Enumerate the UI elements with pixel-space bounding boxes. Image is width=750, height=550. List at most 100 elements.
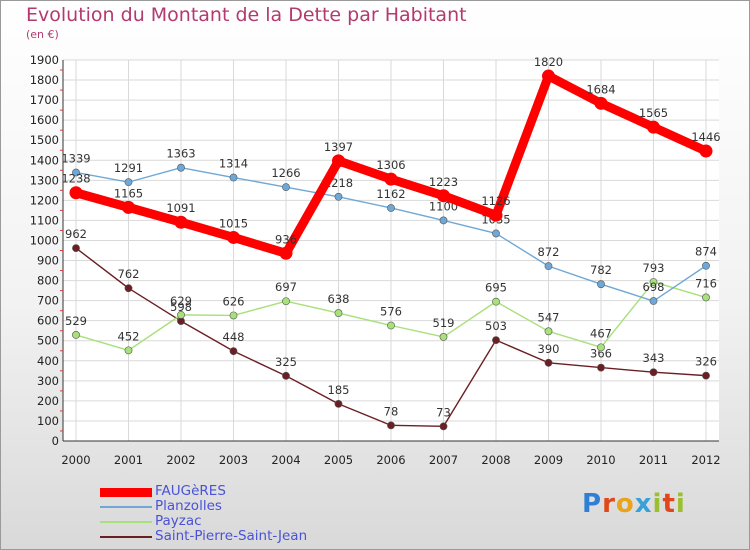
- data-label: 793: [643, 261, 665, 275]
- data-label: 698: [643, 280, 665, 294]
- data-label: 962: [65, 227, 87, 241]
- logo-letter: i: [675, 489, 686, 519]
- y-tick-label: 800: [37, 274, 59, 288]
- data-point: [597, 343, 605, 352]
- data-label: 1314: [219, 157, 248, 171]
- logo-letter: o: [615, 489, 635, 519]
- data-label: 1291: [114, 161, 143, 175]
- y-tick-label: 1300: [30, 173, 59, 187]
- data-label: 629: [170, 294, 192, 308]
- data-point: [649, 368, 658, 377]
- data-label: 1820: [534, 55, 563, 69]
- data-label: 1339: [61, 151, 90, 165]
- legend-swatch: [100, 536, 152, 538]
- data-point: [122, 200, 135, 214]
- y-tick-label: 1600: [30, 113, 59, 127]
- data-label: 874: [695, 245, 717, 259]
- x-tick-label: 2005: [324, 453, 353, 467]
- data-point: [597, 363, 605, 372]
- x-tick-label: 2003: [219, 453, 248, 467]
- data-point: [439, 333, 448, 341]
- logo-letter: i: [652, 489, 663, 519]
- data-label: 1238: [61, 172, 90, 186]
- x-tick-label: 2000: [61, 453, 90, 467]
- data-label: 503: [485, 319, 507, 333]
- data-label: 626: [223, 294, 245, 308]
- x-tick-label: 2006: [376, 453, 405, 467]
- data-label: 529: [65, 314, 87, 328]
- data-label: 1363: [166, 147, 195, 161]
- data-label: 638: [328, 292, 350, 306]
- data-label: 598: [170, 300, 192, 314]
- legend-swatch: [100, 521, 152, 523]
- data-label: 448: [223, 330, 245, 344]
- data-point: [72, 244, 80, 252]
- data-label: 467: [590, 326, 612, 340]
- data-label: 695: [485, 281, 507, 295]
- x-tick-label: 2009: [534, 453, 563, 467]
- y-tick-label: 1700: [30, 93, 59, 107]
- logo-letter: r: [602, 489, 616, 519]
- data-point: [229, 347, 238, 356]
- y-tick-label: 600: [37, 314, 59, 328]
- data-label: 1091: [166, 201, 195, 215]
- data-label: 697: [275, 280, 297, 294]
- legend-swatch: [100, 506, 152, 508]
- data-point: [69, 186, 83, 200]
- x-tick-label: 2010: [586, 453, 615, 467]
- y-tick-label: 0: [52, 434, 59, 448]
- data-point: [124, 346, 133, 355]
- data-point: [544, 262, 553, 271]
- data-label: 1565: [639, 106, 668, 120]
- data-label: 343: [643, 351, 665, 365]
- data-point: [702, 371, 710, 380]
- data-point: [124, 284, 133, 293]
- data-point: [124, 178, 133, 187]
- data-point: [647, 120, 660, 134]
- data-point: [72, 168, 80, 177]
- data-label: 325: [275, 355, 297, 369]
- data-label: 1306: [376, 158, 405, 172]
- data-point: [489, 208, 503, 222]
- y-tick-label: 1500: [30, 133, 59, 147]
- data-label: 936: [275, 232, 297, 246]
- data-point: [439, 422, 448, 431]
- y-tick-label: 300: [37, 374, 59, 388]
- data-point: [437, 189, 450, 203]
- data-label: 73: [436, 405, 451, 419]
- data-label: 576: [380, 304, 402, 318]
- x-tick-label: 2011: [639, 453, 668, 467]
- y-tick-label: 500: [37, 334, 59, 348]
- data-point: [229, 311, 238, 320]
- data-label: 1015: [219, 216, 248, 230]
- data-point: [177, 163, 185, 172]
- logo-letter: x: [634, 489, 653, 519]
- data-point: [334, 309, 343, 317]
- data-point: [229, 173, 238, 182]
- data-label: 1162: [376, 187, 405, 201]
- data-label: 1397: [324, 140, 353, 154]
- data-label: 185: [328, 383, 350, 397]
- x-tick-label: 2001: [114, 453, 143, 467]
- data-point: [282, 297, 290, 306]
- data-label: 872: [538, 245, 560, 259]
- y-tick-label: 200: [37, 394, 59, 408]
- data-label: 1266: [271, 166, 300, 180]
- y-tick-label: 1100: [30, 213, 59, 227]
- y-tick-label: 1900: [30, 53, 59, 67]
- data-point: [279, 246, 293, 260]
- x-tick-label: 2007: [429, 453, 458, 467]
- data-point: [702, 293, 710, 302]
- x-tick-label: 2002: [166, 453, 195, 467]
- data-label: 1165: [114, 186, 143, 200]
- data-point: [544, 327, 553, 336]
- data-point: [387, 204, 395, 212]
- logo-letter: P: [582, 489, 603, 519]
- data-point: [387, 421, 395, 430]
- data-point: [649, 278, 658, 286]
- y-tick-label: 1200: [30, 193, 59, 207]
- data-point: [492, 336, 500, 345]
- data-point: [544, 358, 553, 367]
- y-tick-label: 400: [37, 354, 59, 368]
